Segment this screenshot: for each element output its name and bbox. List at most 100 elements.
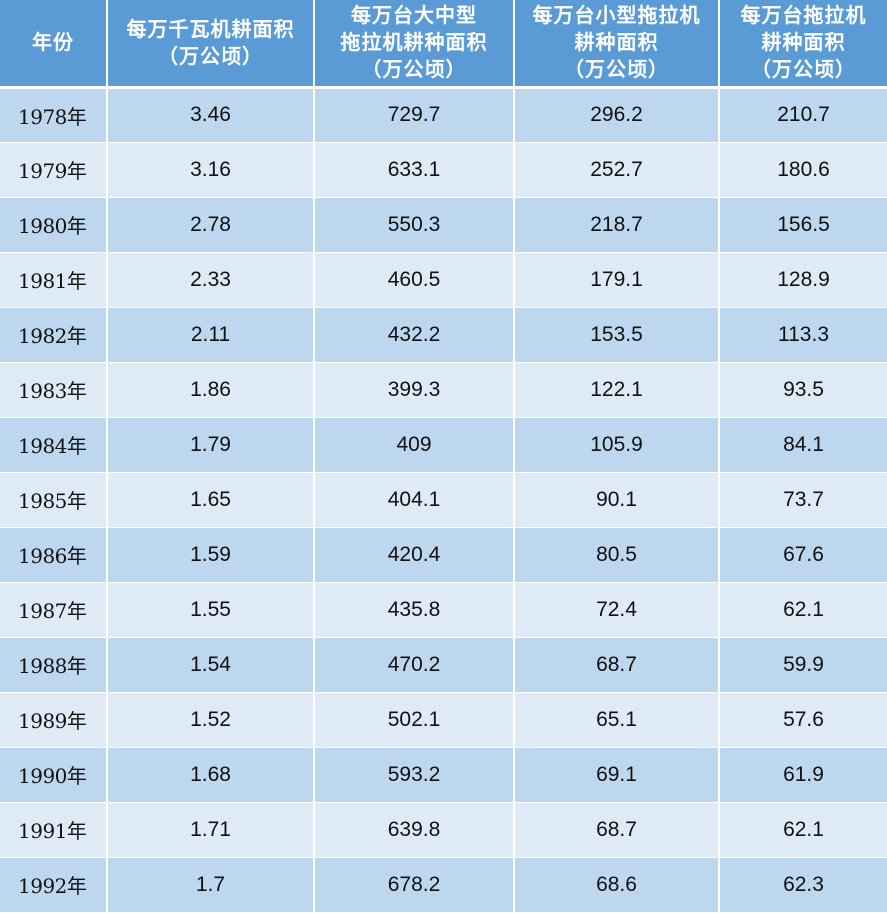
per-10k-kw-area-cell: 3.16	[107, 142, 315, 198]
small-tractor-area-cell: 179.1	[514, 252, 720, 308]
table-row: 1981年 2.33 460.5 179.1 128.9	[0, 252, 887, 308]
small-tractor-area-cell: 68.6	[514, 857, 720, 913]
year-cell: 1980年	[0, 197, 108, 253]
year-cell: 1982年	[0, 307, 108, 363]
table-row: 1982年 2.11 432.2 153.5 113.3	[0, 307, 887, 363]
tractor-area-cell: 61.9	[719, 747, 887, 803]
year-cell: 1981年	[0, 252, 108, 308]
year-cell: 1992年	[0, 857, 108, 913]
small-tractor-area-column-header: 每万台小型拖拉机 耕种面积 （万公顷）	[514, 0, 720, 89]
small-tractor-area-cell: 69.1	[514, 747, 720, 803]
table-row: 1989年 1.52 502.1 65.1 57.6	[0, 692, 887, 748]
table-row: 1979年 3.16 633.1 252.7 180.6	[0, 142, 887, 198]
large-medium-tractor-area-cell: 420.4	[314, 527, 515, 583]
per-10k-kw-area-cell: 1.54	[107, 637, 315, 693]
table-header: 年份 每万千瓦机耕面积 （万公顷） 每万台大中型 拖拉机耕种面积 （万公顷） 每万台小型拖拉…	[0, 0, 887, 89]
header-row: 年份 每万千瓦机耕面积 （万公顷） 每万台大中型 拖拉机耕种面积 （万公顷） 每万台小型拖拉…	[0, 0, 887, 89]
column-header-line: （万公顷）	[564, 57, 669, 82]
small-tractor-area-cell: 72.4	[514, 582, 720, 638]
per-10k-kw-area-cell: 1.52	[107, 692, 315, 748]
column-header-line: 耕种面积	[574, 30, 659, 55]
small-tractor-area-cell: 105.9	[514, 417, 720, 473]
table-row: 1991年 1.71 639.8 68.7 62.1	[0, 802, 887, 858]
large-medium-tractor-area-cell: 729.7	[314, 86, 515, 143]
table-body: 1978年 3.46 729.7 296.2 210.7 1979年 3.16 633.1 25…	[0, 86, 887, 913]
year-cell: 1987年	[0, 582, 108, 638]
large-medium-tractor-area-cell: 502.1	[314, 692, 515, 748]
small-tractor-area-cell: 218.7	[514, 197, 720, 253]
per-10k-kw-area-cell: 1.65	[107, 472, 315, 528]
per-10k-kw-area-cell: 2.11	[107, 307, 315, 363]
large-medium-tractor-area-cell: 435.8	[314, 582, 515, 638]
per-10k-kw-area-cell: 2.78	[107, 197, 315, 253]
table-row: 1990年 1.68 593.2 69.1 61.9	[0, 747, 887, 803]
large-medium-tractor-area-cell: 460.5	[314, 252, 515, 308]
tractor-area-cell: 210.7	[719, 86, 887, 143]
small-tractor-area-cell: 80.5	[514, 527, 720, 583]
per-10k-kw-area-cell: 1.55	[107, 582, 315, 638]
per-10k-kw-area-cell: 3.46	[107, 86, 315, 143]
table-row: 1984年 1.79 409 105.9 84.1	[0, 417, 887, 473]
tractor-area-cell: 180.6	[719, 142, 887, 198]
year-cell: 1991年	[0, 802, 108, 858]
table-row: 1992年 1.7 678.2 68.6 62.3	[0, 857, 887, 913]
large-medium-tractor-area-cell: 550.3	[314, 197, 515, 253]
per-10k-kw-area-cell: 1.7	[107, 857, 315, 913]
tractor-area-cell: 113.3	[719, 307, 887, 363]
tractor-area-cell: 62.3	[719, 857, 887, 913]
tractor-area-cell: 67.6	[719, 527, 887, 583]
per-10k-kw-area-cell: 2.33	[107, 252, 315, 308]
tractor-area-cell: 57.6	[719, 692, 887, 748]
large-medium-tractor-area-cell: 399.3	[314, 362, 515, 418]
small-tractor-area-cell: 68.7	[514, 637, 720, 693]
large-medium-tractor-area-cell: 639.8	[314, 802, 515, 858]
small-tractor-area-cell: 65.1	[514, 692, 720, 748]
year-cell: 1978年	[0, 86, 108, 143]
table-row: 1980年 2.78 550.3 218.7 156.5	[0, 197, 887, 253]
per-10k-kw-area-cell: 1.86	[107, 362, 315, 418]
tractor-area-cell: 156.5	[719, 197, 887, 253]
small-tractor-area-cell: 252.7	[514, 142, 720, 198]
tractor-area-cell: 62.1	[719, 802, 887, 858]
large-medium-tractor-area-cell: 432.2	[314, 307, 515, 363]
table-row: 1987年 1.55 435.8 72.4 62.1	[0, 582, 887, 638]
column-header-line: （万公顷）	[158, 43, 263, 68]
tractor-area-cell: 128.9	[719, 252, 887, 308]
year-cell: 1979年	[0, 142, 108, 198]
column-header-line: 耕种面积	[761, 30, 846, 55]
small-tractor-area-cell: 153.5	[514, 307, 720, 363]
large-medium-tractor-area-cell: 404.1	[314, 472, 515, 528]
year-cell: 1990年	[0, 747, 108, 803]
column-header-line: 每万千瓦机耕面积	[126, 16, 295, 41]
large-medium-tractor-area-cell: 593.2	[314, 747, 515, 803]
year-cell: 1985年	[0, 472, 108, 528]
tractor-area-cell: 93.5	[719, 362, 887, 418]
tractor-area-cell: 59.9	[719, 637, 887, 693]
small-tractor-area-cell: 68.7	[514, 802, 720, 858]
tractor-area-cell: 84.1	[719, 417, 887, 473]
table-row: 1985年 1.65 404.1 90.1 73.7	[0, 472, 887, 528]
year-cell: 1988年	[0, 637, 108, 693]
table-row: 1978年 3.46 729.7 296.2 210.7	[0, 86, 887, 143]
column-header-line: 每万台拖拉机	[740, 3, 867, 28]
large-medium-tractor-area-cell: 409	[314, 417, 515, 473]
per-10k-kw-area-cell: 1.79	[107, 417, 315, 473]
column-header-line: 每万台小型拖拉机	[532, 3, 701, 28]
tractor-area-cell: 73.7	[719, 472, 887, 528]
column-header-line: （万公顷）	[751, 57, 856, 82]
table-row: 1988年 1.54 470.2 68.7 59.9	[0, 637, 887, 693]
year-cell: 1989年	[0, 692, 108, 748]
year-cell: 1986年	[0, 527, 108, 583]
tractor-area-cell: 62.1	[719, 582, 887, 638]
column-header-line: 拖拉机耕种面积	[340, 30, 488, 55]
table-row: 1986年 1.59 420.4 80.5 67.6	[0, 527, 887, 583]
large-medium-tractor-area-cell: 633.1	[314, 142, 515, 198]
small-tractor-area-cell: 122.1	[514, 362, 720, 418]
column-header-line: （万公顷）	[361, 57, 467, 82]
year-column-header: 年份	[0, 0, 108, 89]
small-tractor-area-cell: 90.1	[514, 472, 720, 528]
large-medium-tractor-area-column-header: 每万台大中型 拖拉机耕种面积 （万公顷）	[314, 0, 515, 89]
large-medium-tractor-area-cell: 470.2	[314, 637, 515, 693]
tractor-area-column-header: 每万台拖拉机 耕种面积 （万公顷）	[719, 0, 887, 89]
